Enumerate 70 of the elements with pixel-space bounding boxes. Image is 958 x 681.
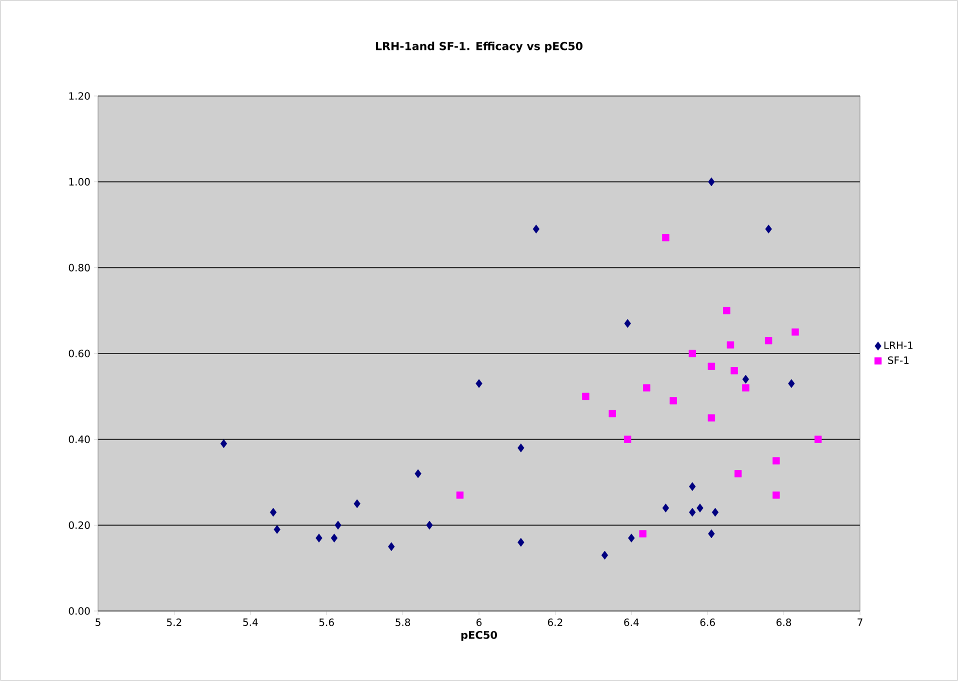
x-tick-label: 6 <box>476 618 482 626</box>
point <box>772 457 780 464</box>
point <box>689 482 696 491</box>
point <box>764 337 772 344</box>
point <box>708 177 715 186</box>
point <box>792 328 799 336</box>
point <box>628 534 635 542</box>
x-tick-label: 5.6 <box>319 618 334 626</box>
point <box>662 504 670 512</box>
point <box>708 414 716 422</box>
point <box>772 492 780 499</box>
point <box>518 538 524 547</box>
point <box>456 492 464 499</box>
x-tick-label: 6.2 <box>548 618 562 626</box>
point <box>639 530 646 538</box>
point <box>708 529 715 538</box>
point <box>765 224 772 234</box>
y-tick-label: 0.20 <box>68 521 90 529</box>
point <box>274 525 280 534</box>
point <box>354 499 360 508</box>
x-tick-label: 7 <box>858 618 862 626</box>
point <box>742 384 750 392</box>
point <box>518 444 524 452</box>
point <box>689 508 696 517</box>
x-tick-label: 6.6 <box>700 618 715 626</box>
x-tick-label: 5.2 <box>167 618 182 626</box>
point <box>712 508 719 517</box>
point <box>624 436 632 443</box>
legend-label: LRH-1 <box>884 342 913 349</box>
point <box>334 520 342 530</box>
point <box>730 367 738 374</box>
point <box>670 397 677 404</box>
point <box>330 534 338 542</box>
point <box>708 362 716 370</box>
point <box>726 341 734 349</box>
x-axis-title: pEC50 <box>461 630 497 641</box>
x-tick-label: 6.4 <box>624 618 639 626</box>
point <box>688 350 696 358</box>
y-tick-label: 0.80 <box>68 264 90 272</box>
y-tick-label: 1.00 <box>69 178 90 186</box>
legend-label: SF-1 <box>888 356 909 364</box>
point <box>388 542 395 552</box>
point <box>723 306 730 314</box>
y-tick-label: 0.00 <box>68 607 90 615</box>
chart-title: LRH-1and SF-1. Efficacy vs pEC50 <box>376 42 582 52</box>
y-tick-label: 1.20 <box>69 92 90 100</box>
x-tick-label: 5 <box>96 618 100 626</box>
x-tick-label: 5.4 <box>243 618 258 626</box>
point <box>601 550 608 560</box>
x-tick-label: 6.8 <box>776 618 792 626</box>
point <box>814 436 822 443</box>
point <box>414 469 422 478</box>
point <box>624 319 631 328</box>
y-tick-label: 0.60 <box>68 350 90 358</box>
point <box>788 379 795 388</box>
point <box>643 384 650 392</box>
point <box>316 534 322 542</box>
point <box>742 374 750 384</box>
point <box>582 392 590 400</box>
point <box>532 224 540 234</box>
point <box>734 470 742 478</box>
x-tick-label: 5.8 <box>396 618 410 626</box>
point <box>696 504 704 512</box>
y-tick-label: 0.40 <box>68 436 90 444</box>
point <box>220 439 228 448</box>
point <box>426 520 433 530</box>
point <box>476 379 482 388</box>
point <box>270 508 277 517</box>
point <box>608 410 616 418</box>
point <box>662 234 670 242</box>
